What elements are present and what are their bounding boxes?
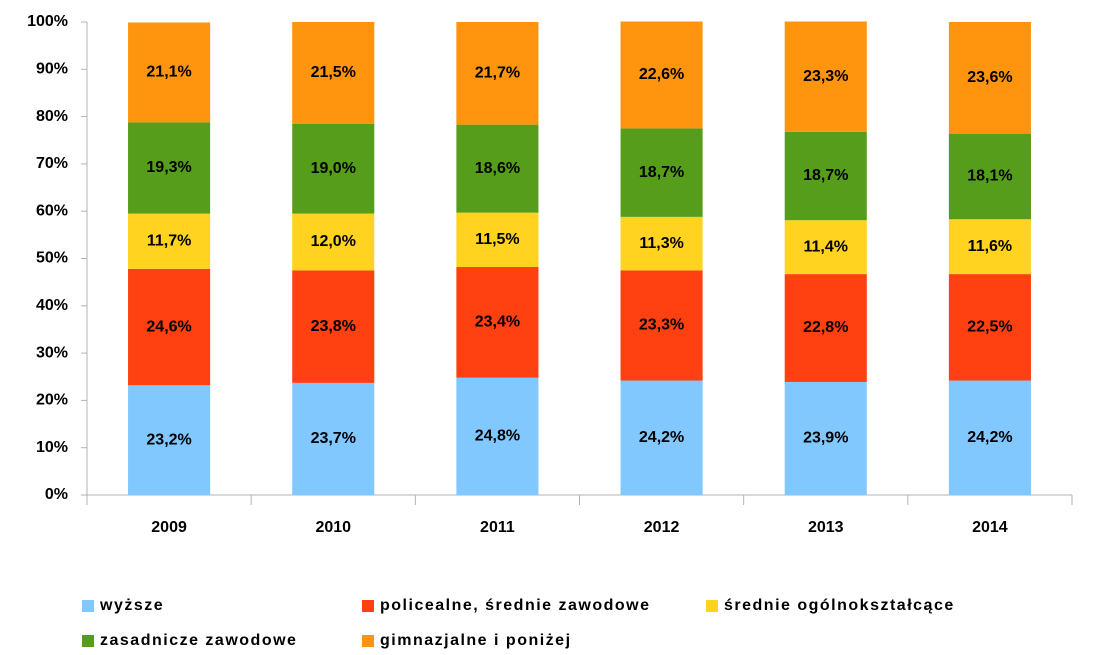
y-tick-label: 20% xyxy=(36,392,68,409)
bar-segment xyxy=(620,270,703,381)
legend-swatch xyxy=(706,600,718,612)
data-label: 18,1% xyxy=(967,168,1012,185)
x-tick-label: 2012 xyxy=(644,519,680,536)
bar-segment xyxy=(784,220,867,275)
data-label: 21,1% xyxy=(146,64,191,81)
data-label: 23,3% xyxy=(803,68,848,85)
bar-segment xyxy=(128,213,211,269)
y-tick-label: 0% xyxy=(45,486,68,503)
legend-swatch xyxy=(362,635,374,647)
bar-segment xyxy=(292,22,375,124)
data-label: 22,8% xyxy=(803,319,848,336)
legend-swatch xyxy=(82,600,94,612)
data-label: 11,3% xyxy=(639,235,683,252)
data-label: 22,5% xyxy=(967,319,1012,336)
data-label: 24,8% xyxy=(475,428,520,445)
bar-segment xyxy=(456,124,539,213)
data-label: 21,5% xyxy=(311,64,356,81)
data-label: 23,7% xyxy=(311,430,356,447)
data-label: 24,2% xyxy=(967,429,1012,446)
bar-segment xyxy=(948,380,1031,495)
y-tick-label: 80% xyxy=(36,108,68,125)
legend-label: średnie ogólnokształcące xyxy=(724,597,955,614)
legend-label: wyższe xyxy=(99,597,164,614)
x-tick-label: 2011 xyxy=(480,519,515,536)
y-tick-label: 70% xyxy=(36,155,68,172)
data-label: 18,7% xyxy=(803,167,848,184)
bar-segment xyxy=(292,382,375,495)
bar-segment xyxy=(456,22,539,125)
data-label: 11,7% xyxy=(147,232,191,249)
data-label: 11,4% xyxy=(804,238,848,255)
bar-segment xyxy=(620,380,703,495)
legend-label: policealne, średnie zawodowe xyxy=(380,597,651,614)
x-tick-label: 2009 xyxy=(151,519,187,536)
bar-segment xyxy=(784,21,867,132)
data-label: 18,7% xyxy=(639,164,684,181)
bar-segment xyxy=(128,22,211,123)
data-label: 11,6% xyxy=(968,238,1012,255)
data-label: 23,2% xyxy=(146,431,191,448)
y-tick-label: 60% xyxy=(36,202,68,219)
bar-segment xyxy=(128,268,211,386)
legend-swatch xyxy=(362,600,374,612)
y-tick-label: 50% xyxy=(36,250,68,267)
bar-segment xyxy=(784,131,867,221)
data-label: 18,6% xyxy=(475,160,520,177)
y-tick-label: 40% xyxy=(36,297,68,314)
bar-segment xyxy=(948,274,1031,381)
y-tick-label: 90% xyxy=(36,61,68,78)
data-label: 24,6% xyxy=(146,318,191,335)
y-tick-label: 10% xyxy=(36,439,68,456)
x-tick-label: 2014 xyxy=(972,519,1008,536)
legend-label: gimnazjalne i poniżej xyxy=(380,632,572,649)
bar-segment xyxy=(620,128,703,217)
data-label: 23,4% xyxy=(475,314,520,331)
data-label: 12,0% xyxy=(311,233,356,250)
data-label: 19,0% xyxy=(311,160,356,177)
bar-segment xyxy=(292,123,375,214)
data-label: 22,6% xyxy=(639,66,684,83)
legend-swatch xyxy=(82,635,94,647)
bar-segment xyxy=(128,122,211,214)
x-tick-label: 2010 xyxy=(315,519,351,536)
bar-segment xyxy=(784,381,867,495)
bar-segment xyxy=(784,274,867,382)
y-tick-label: 100% xyxy=(27,13,68,30)
bar-segment xyxy=(948,22,1031,134)
bar-segment xyxy=(292,213,375,271)
bar-segment xyxy=(948,219,1031,275)
data-label: 11,5% xyxy=(475,231,519,248)
data-label: 23,9% xyxy=(803,430,848,447)
bar-segment xyxy=(456,377,539,495)
y-tick-label: 30% xyxy=(36,344,68,361)
bar-segment xyxy=(620,21,703,129)
data-label: 23,3% xyxy=(639,317,684,334)
bar-segment xyxy=(292,270,375,383)
data-label: 23,8% xyxy=(311,318,356,335)
data-label: 19,3% xyxy=(146,159,191,176)
data-label: 21,7% xyxy=(475,65,520,82)
x-tick-label: 2013 xyxy=(808,519,844,536)
bar-segment xyxy=(456,212,539,268)
legend-label: zasadnicze zawodowe xyxy=(100,632,297,649)
bar-segment xyxy=(128,385,211,495)
bar-segment xyxy=(456,267,539,378)
bar-segment xyxy=(948,133,1031,220)
data-label: 23,6% xyxy=(967,69,1012,86)
data-label: 24,2% xyxy=(639,429,684,446)
bar-segment xyxy=(620,216,703,271)
